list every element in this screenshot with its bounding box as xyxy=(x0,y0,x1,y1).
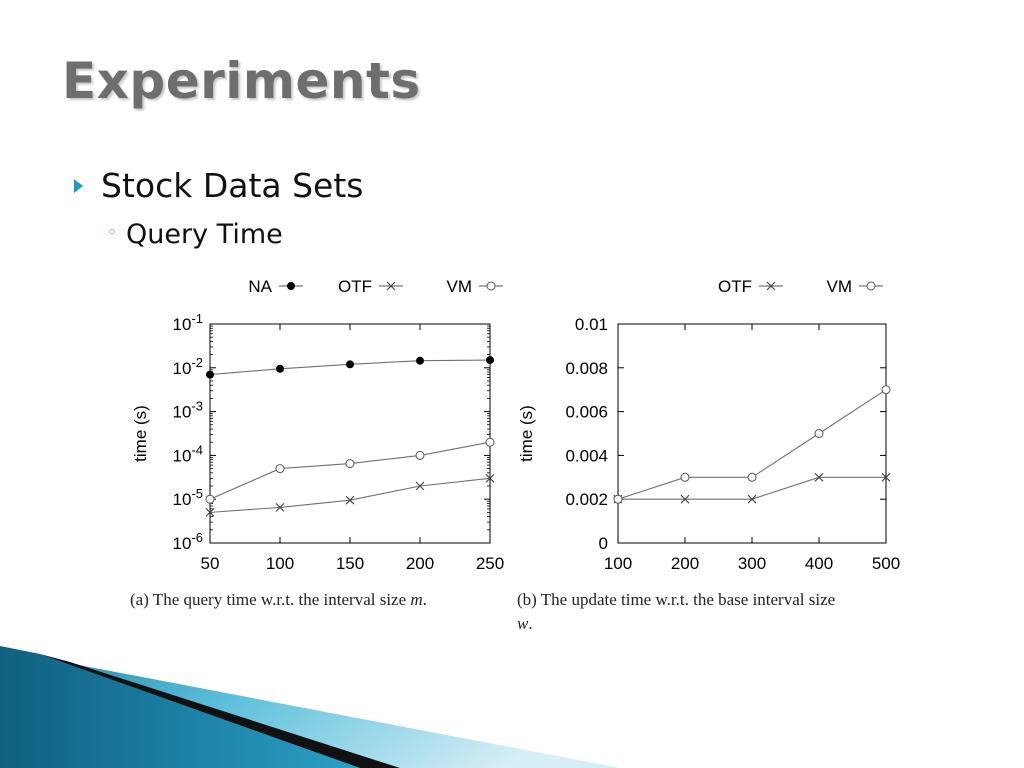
legend: OTF VM xyxy=(718,277,883,296)
caption-a-suffix: . xyxy=(422,590,427,609)
legend-sample-vm-marker xyxy=(486,281,496,291)
legend-label-vm: VM xyxy=(447,277,473,296)
y-tick-label: 0.002 xyxy=(565,490,608,509)
caption-a-var: m xyxy=(410,590,423,609)
data-point-vm xyxy=(415,450,425,460)
data-point-otf xyxy=(205,507,215,517)
data-point-otf xyxy=(680,494,690,504)
legend-label-otf: OTF xyxy=(338,277,372,296)
y-tick-label: 0 xyxy=(599,534,608,553)
x-tick-label: 250 xyxy=(476,554,504,573)
y-axis-label: time (s) xyxy=(517,405,536,462)
x-tick-label: 200 xyxy=(406,554,434,573)
legend-sample-otf-marker xyxy=(766,281,776,291)
data-point-vm xyxy=(345,459,355,469)
series-line-vm xyxy=(209,441,491,500)
y-tick-label: 0.006 xyxy=(565,403,608,422)
series-vm xyxy=(613,385,891,504)
data-point-vm xyxy=(275,464,285,474)
data-point-vm xyxy=(881,385,891,395)
plot-frame xyxy=(617,323,887,544)
data-point-vm xyxy=(814,429,824,438)
sub-bullet-text: Query Time xyxy=(126,219,283,250)
data-point-vm xyxy=(205,494,215,504)
y-tick-label: 0.008 xyxy=(565,359,608,378)
caption-b-text: (b) The update time w.r.t. the base inte… xyxy=(517,590,836,609)
data-point-otf xyxy=(881,472,891,482)
corner-decoration xyxy=(0,646,620,768)
data-point-otf xyxy=(747,494,757,504)
x-tick-label: 50 xyxy=(201,554,220,573)
y-tick-label: 10-6 xyxy=(173,530,203,553)
data-point-na xyxy=(206,370,214,379)
x-tick-label: 400 xyxy=(805,554,833,573)
legend-label-vm: VM xyxy=(827,277,853,296)
caption-b-var: w xyxy=(517,614,529,633)
y-tick-label: 10-2 xyxy=(173,355,203,378)
data-point-otf xyxy=(275,503,285,512)
ring-icon: ◦ xyxy=(107,222,118,243)
deco-dark-band xyxy=(0,646,360,768)
y-tick-label: 0.01 xyxy=(575,315,608,334)
series-na xyxy=(206,356,494,379)
series-line-otf xyxy=(209,477,491,513)
series-otf xyxy=(205,473,495,517)
legend: NA OTF VM xyxy=(248,277,503,296)
plot-frame xyxy=(209,323,491,544)
y-tick-label: 0.004 xyxy=(565,446,608,465)
caption-b-suffix: . xyxy=(528,614,533,633)
chart-query-time: 10-1 10-2 10-3 10-4 10-5 10-650 100 150 200 250 ti… xyxy=(131,277,504,573)
data-point-otf xyxy=(345,495,355,505)
caption-a: (a) The query time w.r.t. the interval s… xyxy=(130,588,427,612)
series-vm xyxy=(205,437,495,504)
x-tick-label: 150 xyxy=(336,554,364,573)
triangle-right-icon xyxy=(74,178,83,193)
x-tick-label: 300 xyxy=(738,554,766,573)
x-tick-label: 500 xyxy=(872,554,900,573)
bullet-text: Stock Data Sets xyxy=(101,166,364,205)
x-tick-label: 200 xyxy=(671,554,699,573)
data-point-otf xyxy=(485,473,495,483)
legend-label-na: NA xyxy=(248,277,272,296)
data-point-na xyxy=(276,364,284,373)
data-point-vm xyxy=(680,472,690,482)
data-point-vm xyxy=(613,494,623,504)
data-point-na xyxy=(486,356,494,365)
data-point-na xyxy=(346,360,354,369)
y-axis-label: time (s) xyxy=(131,405,150,462)
legend-sample-vm-marker xyxy=(866,281,876,291)
data-point-otf xyxy=(814,472,824,482)
caption-b: (b) The update time w.r.t. the base inte… xyxy=(517,588,917,636)
deco-black-stripe xyxy=(40,654,400,768)
data-point-vm xyxy=(747,472,757,482)
y-tick-label: 10-5 xyxy=(173,486,203,509)
sub-bullet-query-time: ◦ Query Time xyxy=(107,219,283,250)
legend-label-otf: OTF xyxy=(718,277,752,296)
series-line-vm xyxy=(617,389,887,500)
y-tick-label: 10-4 xyxy=(173,442,203,465)
bullet-stock-data-sets: Stock Data Sets xyxy=(74,166,364,205)
caption-a-text: (a) The query time w.r.t. the interval s… xyxy=(130,590,411,609)
y-tick-label: 10-1 xyxy=(173,311,203,334)
y-tick-label: 10-3 xyxy=(173,399,203,422)
data-point-otf xyxy=(415,481,425,491)
x-tick-label: 100 xyxy=(266,554,294,573)
data-point-na xyxy=(416,356,424,365)
data-point-vm xyxy=(485,437,495,447)
slide-title: Experiments xyxy=(62,52,421,110)
x-tick-label: 100 xyxy=(604,554,632,573)
legend-sample-na-marker xyxy=(287,282,295,290)
legend-sample-otf-marker xyxy=(386,281,396,291)
